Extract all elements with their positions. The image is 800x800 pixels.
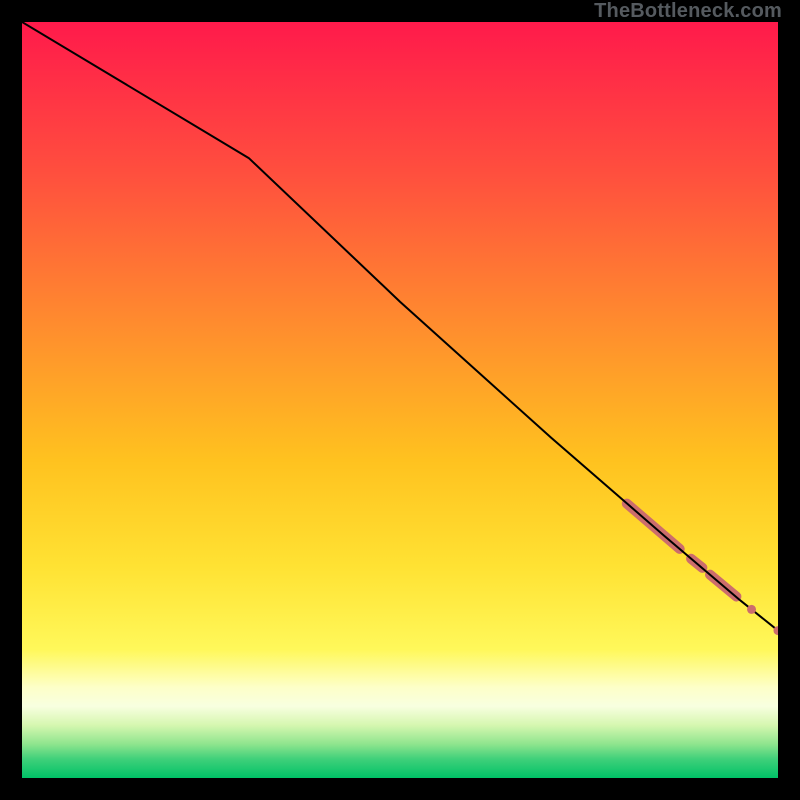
chart-frame: TheBottleneck.com [0,0,800,800]
plot-area [22,22,778,778]
chart-svg [22,22,778,778]
watermark-text: TheBottleneck.com [594,0,782,23]
data-marker [747,605,756,614]
gradient-background [22,22,778,778]
